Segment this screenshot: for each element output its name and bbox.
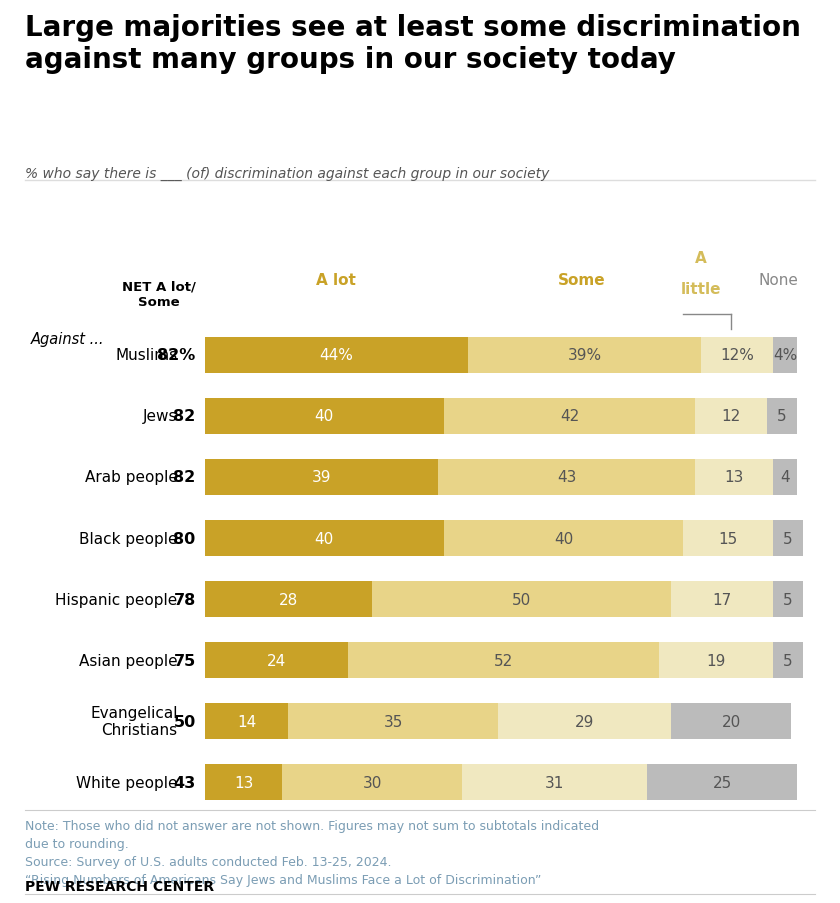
Bar bbox=[205, 460, 438, 495]
Text: 35: 35 bbox=[383, 713, 402, 729]
Bar bbox=[773, 643, 803, 678]
Text: 24: 24 bbox=[267, 653, 286, 668]
Bar bbox=[659, 643, 773, 678]
Text: Against ...: Against ... bbox=[31, 331, 105, 347]
Text: 19: 19 bbox=[706, 653, 726, 668]
Bar bbox=[701, 338, 773, 373]
Bar bbox=[205, 521, 444, 556]
Text: 13: 13 bbox=[724, 470, 743, 485]
Bar bbox=[444, 521, 683, 556]
Text: 12: 12 bbox=[722, 409, 741, 424]
Text: Jews: Jews bbox=[144, 409, 178, 424]
Text: 52: 52 bbox=[494, 653, 513, 668]
Text: NET A lot/
Some: NET A lot/ Some bbox=[122, 281, 196, 309]
Bar bbox=[773, 338, 797, 373]
Bar bbox=[372, 582, 671, 617]
Text: 39: 39 bbox=[312, 470, 331, 485]
Bar bbox=[205, 765, 282, 800]
Bar bbox=[498, 703, 671, 739]
Text: 20: 20 bbox=[722, 713, 741, 729]
Text: 5: 5 bbox=[783, 591, 793, 607]
Text: Note: Those who did not answer are not shown. Figures may not sum to subtotals i: Note: Those who did not answer are not s… bbox=[25, 819, 599, 886]
Text: Hispanic people: Hispanic people bbox=[55, 591, 178, 607]
Text: A: A bbox=[696, 251, 707, 266]
Text: Some: Some bbox=[558, 273, 606, 287]
Text: 25: 25 bbox=[712, 775, 732, 790]
Bar bbox=[773, 460, 797, 495]
Text: 44%: 44% bbox=[319, 348, 353, 363]
Bar bbox=[444, 399, 696, 434]
Text: 82: 82 bbox=[173, 409, 196, 424]
Text: 43: 43 bbox=[173, 775, 196, 790]
Bar bbox=[767, 399, 797, 434]
Bar bbox=[349, 643, 659, 678]
Text: 29: 29 bbox=[575, 713, 594, 729]
Text: Evangelical
Christians: Evangelical Christians bbox=[90, 705, 178, 738]
Text: 5: 5 bbox=[783, 531, 793, 546]
Bar bbox=[462, 765, 648, 800]
Bar bbox=[438, 460, 696, 495]
Text: 17: 17 bbox=[712, 591, 732, 607]
Text: 5: 5 bbox=[783, 653, 793, 668]
Bar bbox=[773, 582, 803, 617]
Bar bbox=[282, 765, 462, 800]
Text: 13: 13 bbox=[234, 775, 253, 790]
Text: 42: 42 bbox=[560, 409, 579, 424]
Text: Large majorities see at least some discrimination
against many groups in our soc: Large majorities see at least some discr… bbox=[25, 14, 801, 74]
Text: 15: 15 bbox=[718, 531, 738, 546]
Bar bbox=[205, 582, 372, 617]
Text: 5: 5 bbox=[777, 409, 787, 424]
Text: 40: 40 bbox=[315, 409, 334, 424]
Bar bbox=[648, 765, 797, 800]
Bar bbox=[205, 643, 349, 678]
Bar bbox=[205, 399, 444, 434]
Text: Asian people: Asian people bbox=[79, 653, 178, 668]
Text: 31: 31 bbox=[545, 775, 564, 790]
Bar bbox=[205, 703, 288, 739]
Text: PEW RESEARCH CENTER: PEW RESEARCH CENTER bbox=[25, 880, 214, 893]
Bar bbox=[773, 521, 803, 556]
Text: little: little bbox=[681, 282, 722, 296]
Text: % who say there is ___ (of) discrimination against each group in our society: % who say there is ___ (of) discriminati… bbox=[25, 167, 549, 182]
Bar bbox=[468, 338, 701, 373]
Text: 78: 78 bbox=[173, 591, 196, 607]
Text: 82: 82 bbox=[173, 470, 196, 485]
Text: Arab people: Arab people bbox=[85, 470, 178, 485]
Text: 75: 75 bbox=[173, 653, 196, 668]
Bar bbox=[696, 460, 773, 495]
Bar bbox=[288, 703, 498, 739]
Text: 4%: 4% bbox=[773, 348, 797, 363]
Text: 4: 4 bbox=[780, 470, 790, 485]
Bar bbox=[671, 703, 791, 739]
Bar bbox=[683, 521, 773, 556]
Text: None: None bbox=[759, 273, 799, 287]
Text: A lot: A lot bbox=[317, 273, 356, 287]
Text: Black people: Black people bbox=[79, 531, 178, 546]
Text: 40: 40 bbox=[315, 531, 334, 546]
Text: 80: 80 bbox=[173, 531, 196, 546]
Text: 30: 30 bbox=[362, 775, 382, 790]
Text: 43: 43 bbox=[557, 470, 576, 485]
Text: 12%: 12% bbox=[720, 348, 754, 363]
Bar bbox=[205, 338, 468, 373]
Text: 50: 50 bbox=[512, 591, 532, 607]
Text: 39%: 39% bbox=[568, 348, 601, 363]
Bar bbox=[671, 582, 773, 617]
Text: 28: 28 bbox=[279, 591, 298, 607]
Bar bbox=[696, 399, 767, 434]
Text: White people: White people bbox=[76, 775, 178, 790]
Text: 50: 50 bbox=[173, 713, 196, 729]
Text: 14: 14 bbox=[237, 713, 256, 729]
Text: Muslims: Muslims bbox=[116, 348, 178, 363]
Text: 82%: 82% bbox=[157, 348, 196, 363]
Text: 40: 40 bbox=[554, 531, 573, 546]
